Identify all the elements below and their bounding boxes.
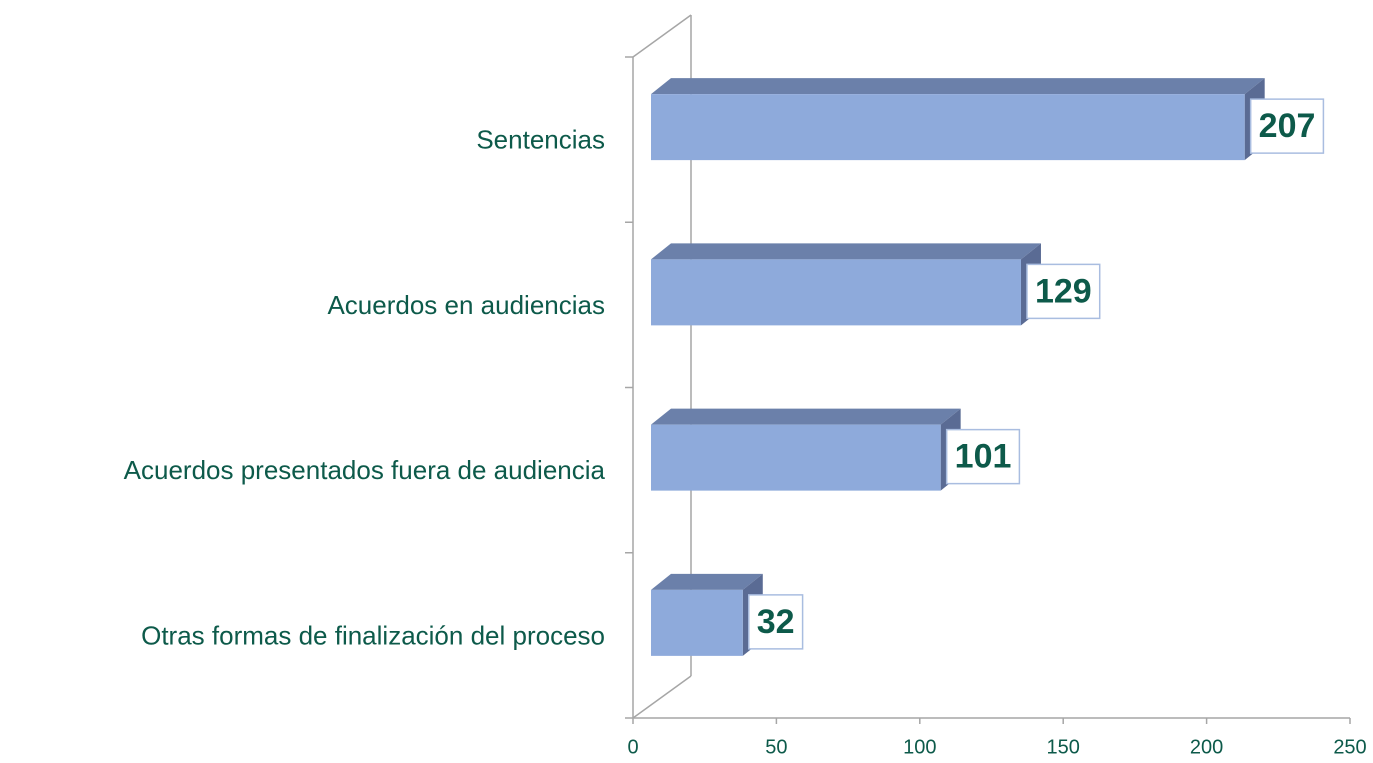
bar bbox=[651, 424, 941, 491]
bar-top bbox=[651, 573, 763, 590]
value-label-box bbox=[1249, 98, 1325, 154]
value-label: 207 bbox=[1259, 107, 1316, 145]
value-label: 129 bbox=[1035, 272, 1092, 310]
value-label-box bbox=[1026, 263, 1101, 320]
bar-top bbox=[651, 78, 1265, 95]
bar-top bbox=[651, 243, 1041, 260]
y-tick-label: Otras formas de finalización del proceso bbox=[141, 620, 605, 650]
x-tick-label: 150 bbox=[1047, 736, 1080, 758]
x-tick-label: 0 bbox=[627, 736, 638, 758]
bar bbox=[651, 589, 743, 656]
left-wall-bottom bbox=[632, 675, 692, 719]
bar-top bbox=[651, 408, 961, 425]
value-label-box bbox=[748, 594, 804, 650]
x-tick-label: 250 bbox=[1333, 736, 1366, 758]
y-tick-label: Acuerdos en audiencias bbox=[327, 290, 605, 320]
x-tick-label: 200 bbox=[1190, 736, 1223, 758]
y-tick-label: Acuerdos presentados fuera de audiencia bbox=[124, 455, 606, 485]
y-tick-label: Sentencias bbox=[476, 125, 605, 155]
value-label: 32 bbox=[757, 603, 795, 641]
value-label-box bbox=[945, 428, 1021, 485]
bar bbox=[651, 259, 1021, 326]
value-label: 101 bbox=[955, 438, 1012, 476]
left-wall-top bbox=[632, 14, 692, 58]
x-tick-label: 100 bbox=[903, 736, 936, 758]
bar bbox=[651, 94, 1245, 161]
x-tick-label: 50 bbox=[765, 736, 787, 758]
